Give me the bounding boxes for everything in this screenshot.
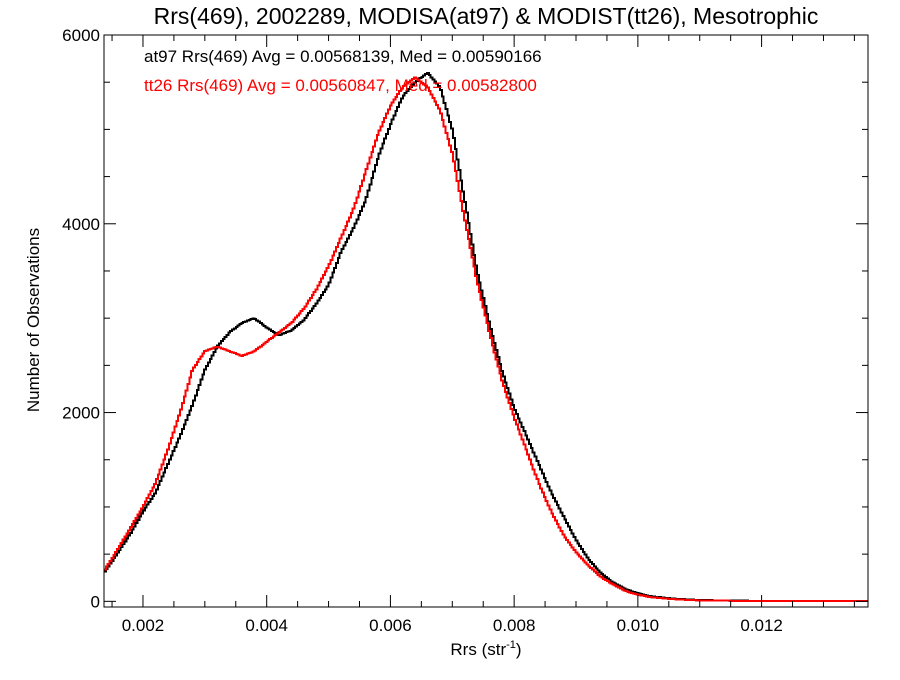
- series-line-at97: [104, 72, 868, 603]
- x-tick-label: 0.012: [740, 616, 783, 635]
- x-tick-label: 0.010: [617, 616, 660, 635]
- y-tick-label: 0: [91, 592, 100, 611]
- x-axis-label-main: Rrs (str: [450, 640, 506, 659]
- x-tick-label: 0.008: [493, 616, 536, 635]
- x-tick-label: 0.002: [122, 616, 165, 635]
- annotation-tt26-stats: tt26 Rrs(469) Avg = 0.00560847, Med = 0.…: [144, 76, 537, 95]
- y-tick-label: 2000: [62, 404, 100, 423]
- y-tick-label: 6000: [62, 26, 100, 45]
- x-axis-label-superscript: -1: [506, 639, 516, 651]
- x-axis-label: Rrs (str-1): [450, 639, 521, 659]
- chart-title: Rrs(469), 2002289, MODISA(at97) & MODIST…: [154, 3, 819, 29]
- x-tick-label: 0.006: [369, 616, 412, 635]
- x-tick-label: 0.004: [245, 616, 288, 635]
- series-layer: [104, 72, 868, 603]
- plot-frame: [103, 34, 869, 608]
- y-tick-label: 4000: [62, 215, 100, 234]
- x-axis-label-close: ): [516, 640, 522, 659]
- series-line-tt26: [104, 76, 868, 603]
- y-axis-label: Number of Observations: [24, 228, 43, 412]
- axes-layer: 0.002 0.004 0.006 0.008 0.010 0.012 0 2000 4000 6…: [62, 26, 869, 635]
- annotation-at97-stats: at97 Rrs(469) Avg = 0.00568139, Med = 0.…: [144, 47, 542, 66]
